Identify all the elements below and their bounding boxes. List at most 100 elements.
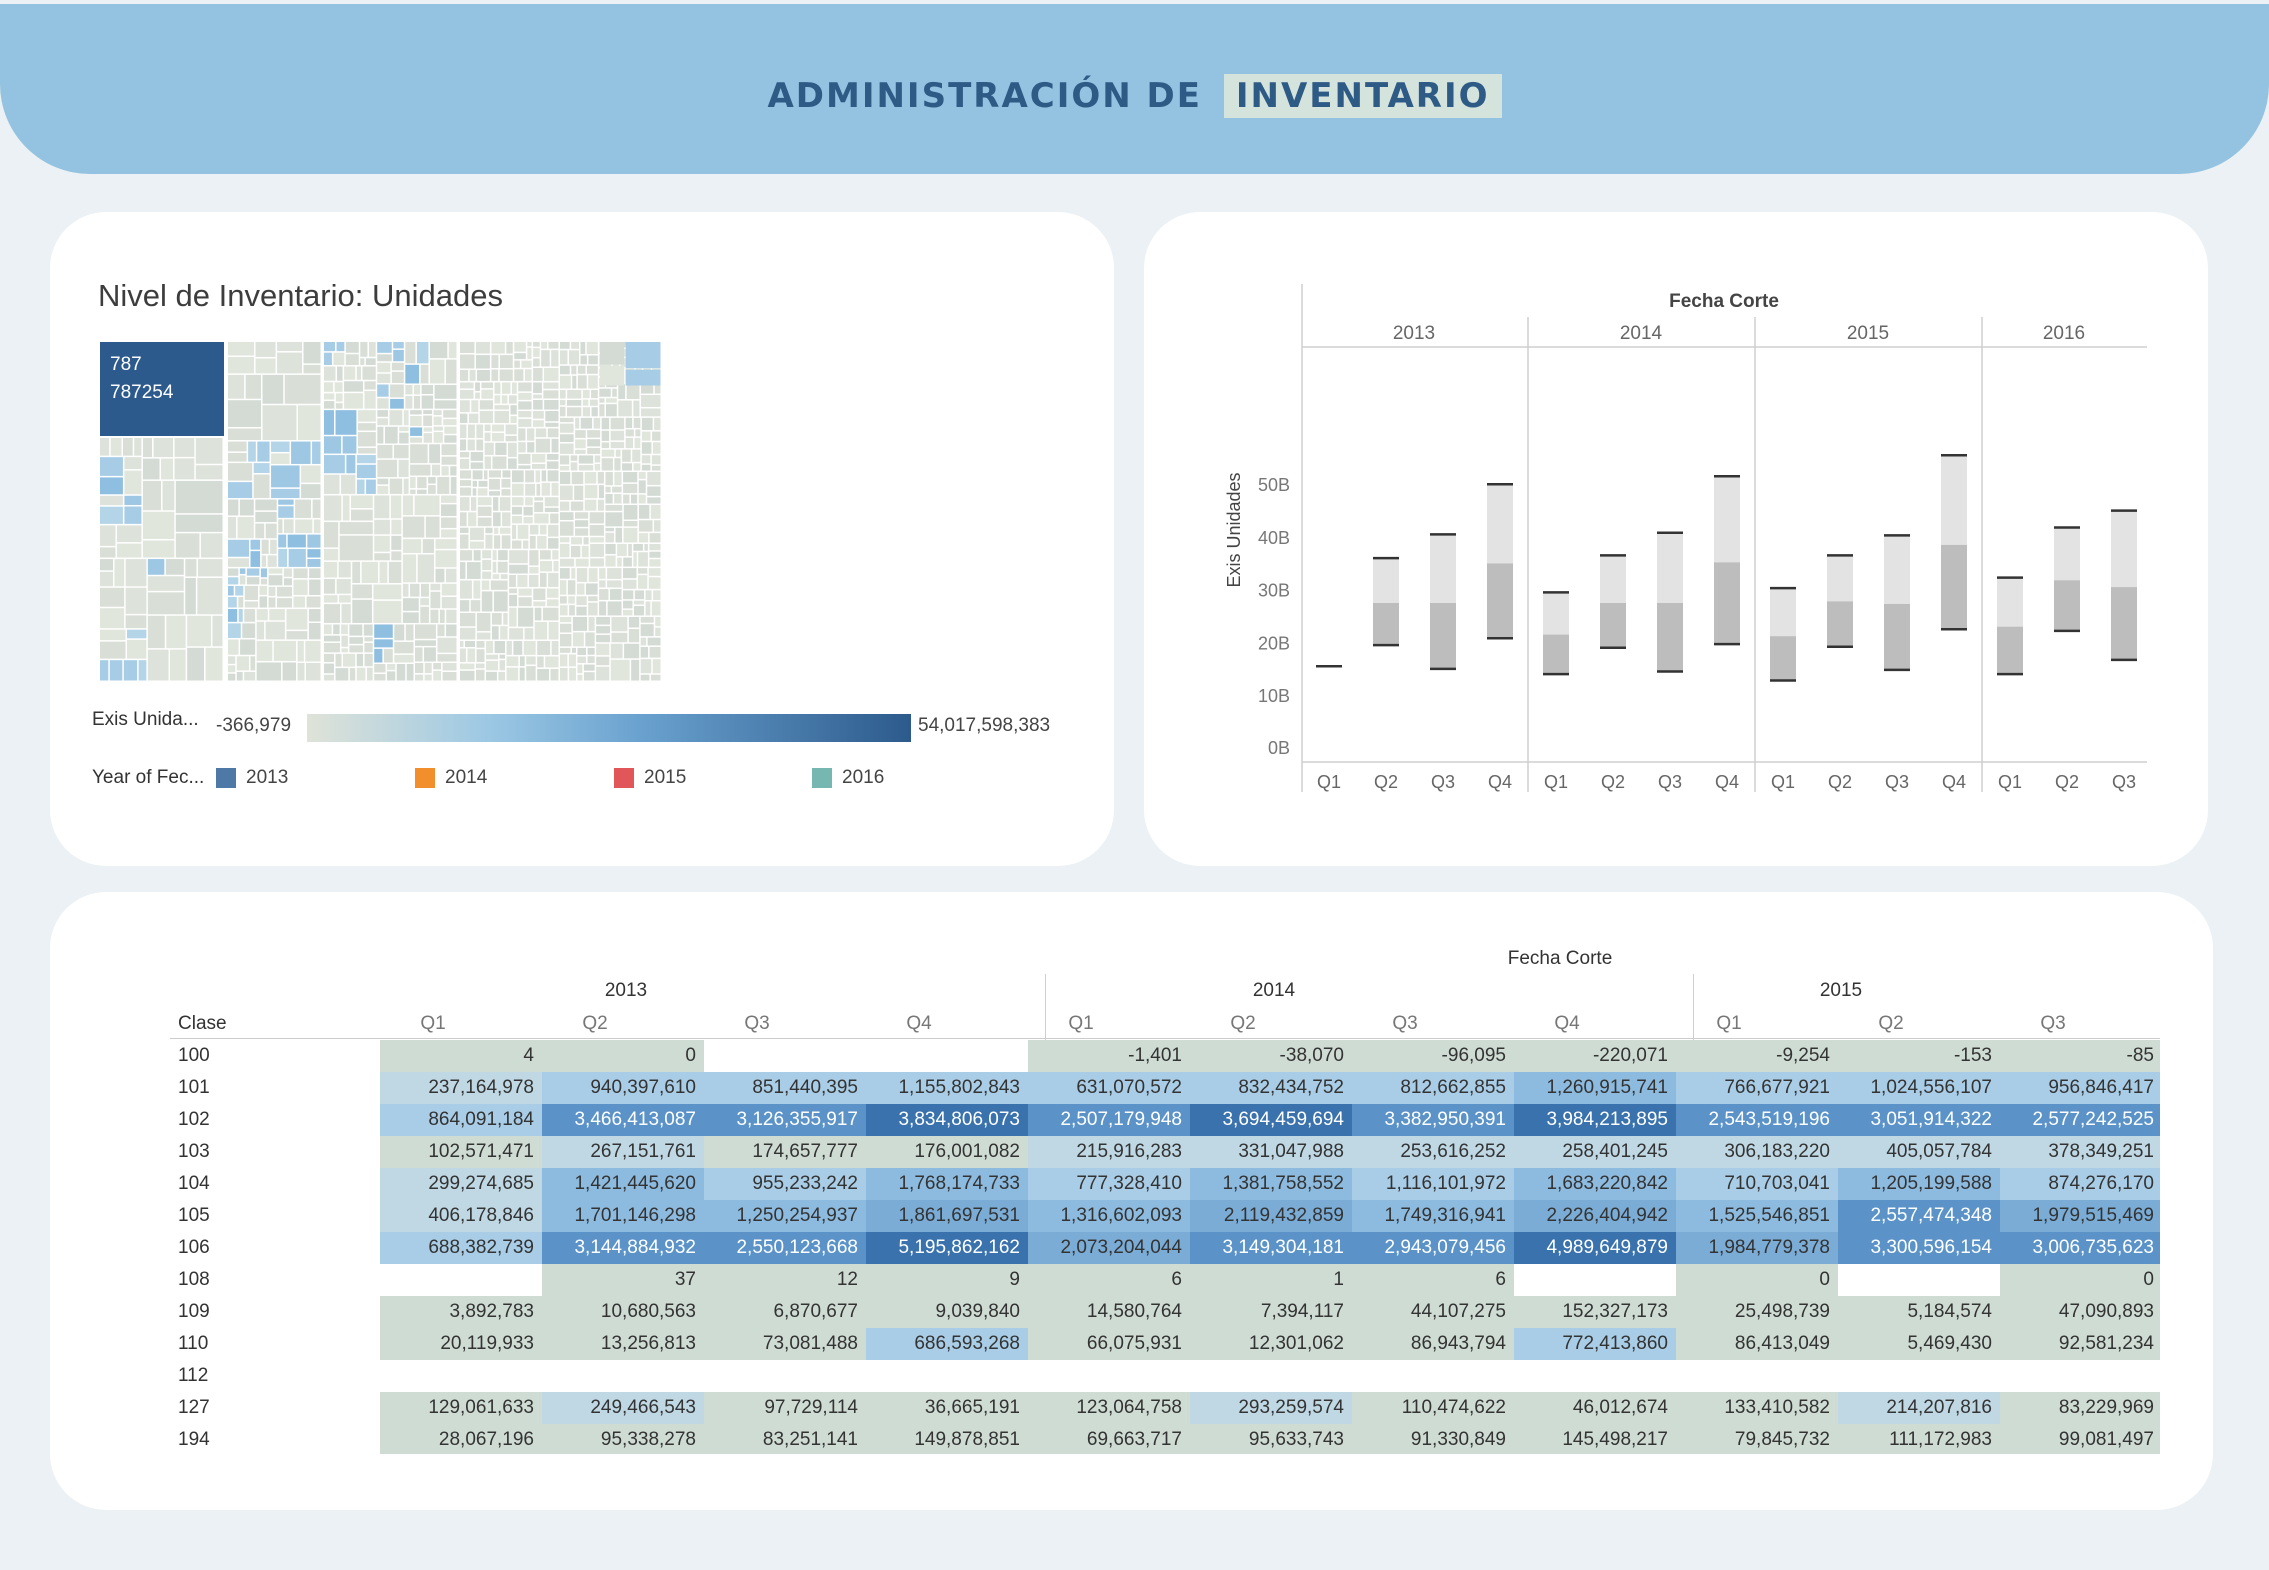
treemap-tile[interactable] — [638, 568, 648, 574]
treemap-tile[interactable] — [134, 438, 142, 456]
table-cell[interactable]: 95,338,278 — [542, 1424, 704, 1454]
table-cell[interactable]: 0 — [1676, 1264, 1838, 1296]
treemap-tile[interactable] — [545, 422, 559, 427]
treemap-tile[interactable] — [124, 470, 142, 495]
treemap-tile[interactable] — [460, 497, 470, 511]
treemap-tile[interactable] — [509, 588, 518, 594]
treemap-tile[interactable] — [477, 506, 492, 517]
treemap-tile[interactable] — [433, 663, 442, 670]
treemap-tile[interactable] — [476, 641, 485, 648]
treemap-tile[interactable] — [596, 634, 610, 643]
treemap-tile[interactable] — [492, 424, 505, 432]
treemap-tile[interactable] — [625, 342, 661, 369]
treemap-tile[interactable] — [460, 600, 470, 612]
treemap-tile[interactable] — [244, 671, 256, 681]
treemap-tile[interactable] — [596, 656, 610, 666]
table-cell[interactable] — [866, 1360, 1028, 1392]
treemap-tile[interactable] — [508, 442, 517, 457]
treemap-tile[interactable] — [195, 438, 223, 464]
treemap-tile[interactable] — [492, 574, 500, 579]
treemap-tile[interactable] — [460, 627, 476, 640]
treemap-tile[interactable] — [333, 624, 340, 635]
treemap-tile[interactable] — [521, 360, 532, 368]
treemap-tile[interactable] — [460, 562, 466, 579]
table-cell[interactable]: 1,250,254,937 — [704, 1200, 866, 1232]
treemap-tile[interactable] — [501, 382, 511, 394]
treemap-tile[interactable] — [511, 515, 523, 524]
treemap-tile[interactable] — [256, 662, 282, 681]
treemap-tile[interactable] — [560, 558, 575, 567]
treemap-tile[interactable] — [534, 513, 549, 524]
treemap-tile[interactable] — [261, 539, 269, 554]
treemap-tile[interactable] — [228, 374, 245, 399]
treemap-tile[interactable] — [421, 395, 434, 409]
treemap-tile[interactable] — [546, 588, 559, 598]
treemap-tile[interactable] — [424, 647, 436, 662]
treemap-tile[interactable] — [424, 674, 432, 681]
treemap-tile[interactable] — [623, 609, 633, 616]
treemap-tile[interactable] — [623, 494, 630, 504]
treemap-tile[interactable] — [651, 455, 661, 465]
treemap-tile[interactable] — [567, 400, 582, 406]
treemap-tile[interactable] — [534, 621, 548, 640]
treemap-tile[interactable] — [518, 442, 526, 453]
treemap-tile[interactable] — [342, 436, 357, 454]
treemap-tile[interactable] — [116, 543, 142, 558]
treemap-tile[interactable] — [238, 609, 243, 622]
treemap-tile[interactable] — [576, 568, 588, 582]
treemap-tile[interactable] — [423, 427, 433, 432]
treemap-tile[interactable] — [197, 577, 223, 615]
treemap-tile[interactable] — [441, 466, 449, 476]
treemap-tile[interactable] — [492, 561, 497, 573]
treemap-tile[interactable] — [142, 540, 175, 558]
treemap-tile[interactable] — [278, 534, 287, 548]
box-upper[interactable] — [1941, 455, 1967, 545]
treemap-tile[interactable] — [537, 535, 547, 549]
treemap-tile[interactable] — [481, 591, 493, 612]
treemap-tile[interactable] — [605, 512, 623, 527]
treemap-tile[interactable] — [402, 612, 419, 623]
treemap-tile[interactable] — [594, 455, 601, 463]
treemap-tile[interactable] — [313, 519, 321, 534]
treemap-tile[interactable] — [360, 358, 365, 365]
treemap-tile[interactable] — [572, 616, 588, 631]
treemap-tile[interactable] — [649, 646, 661, 658]
treemap-tile[interactable] — [363, 624, 373, 636]
treemap-tile[interactable] — [460, 550, 473, 561]
treemap-tile[interactable] — [387, 671, 396, 681]
table-cell[interactable]: 249,466,543 — [542, 1392, 704, 1424]
treemap-tile[interactable] — [540, 560, 553, 572]
treemap-tile[interactable] — [352, 599, 372, 623]
treemap-tile[interactable] — [649, 551, 661, 558]
treemap-tile[interactable] — [100, 559, 113, 571]
treemap-tile[interactable] — [482, 550, 492, 559]
treemap-tile[interactable] — [228, 539, 249, 557]
treemap-tile[interactable] — [560, 350, 568, 365]
treemap-tile[interactable] — [228, 597, 237, 608]
treemap-tile[interactable] — [357, 410, 376, 422]
treemap-tile[interactable] — [531, 453, 546, 463]
treemap-tile[interactable] — [308, 622, 321, 640]
treemap-tile[interactable] — [100, 438, 110, 456]
treemap-tile[interactable] — [364, 381, 376, 390]
treemap-tile[interactable] — [270, 539, 277, 554]
treemap-tile[interactable] — [543, 382, 559, 389]
treemap-tile[interactable] — [420, 583, 429, 597]
treemap-tile[interactable] — [648, 577, 661, 589]
treemap-tile[interactable] — [640, 384, 654, 394]
treemap-tile[interactable] — [356, 479, 365, 494]
treemap-tile[interactable] — [582, 399, 589, 406]
treemap-tile[interactable] — [511, 524, 517, 539]
table-cell[interactable]: 874,276,170 — [2000, 1168, 2160, 1200]
treemap-tile[interactable] — [185, 559, 197, 577]
treemap-tile[interactable] — [153, 438, 174, 458]
treemap-tile[interactable] — [460, 369, 469, 381]
treemap-tile[interactable] — [324, 604, 341, 623]
treemap-tile[interactable] — [560, 455, 570, 465]
treemap-tile[interactable] — [652, 431, 661, 441]
treemap-tile[interactable] — [394, 654, 414, 663]
treemap-tile[interactable] — [377, 459, 398, 478]
treemap-tile[interactable] — [580, 417, 593, 429]
treemap-tile[interactable] — [333, 352, 345, 365]
treemap-tile[interactable] — [600, 366, 625, 386]
